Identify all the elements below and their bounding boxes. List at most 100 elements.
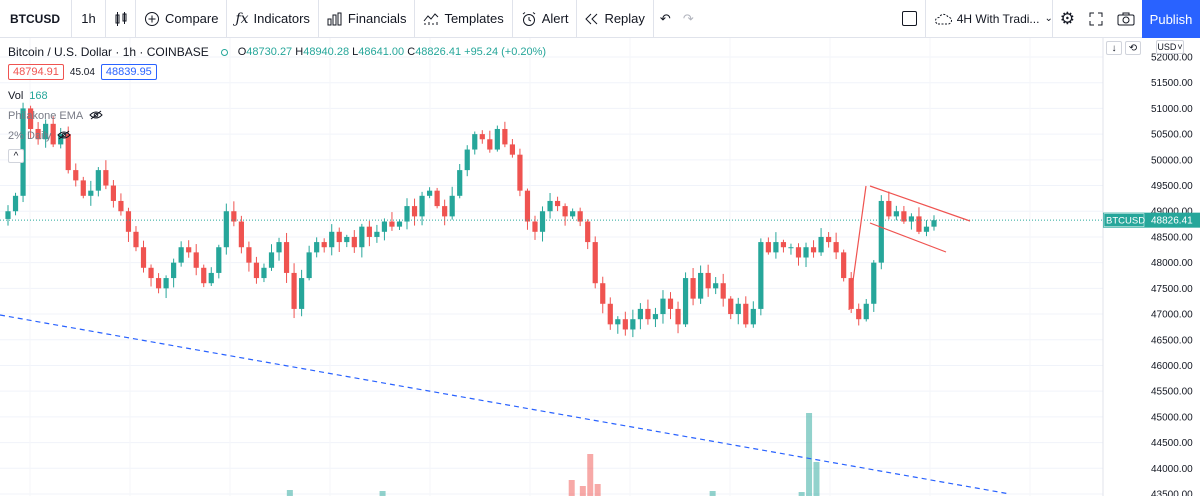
fullscreen-toggle[interactable] <box>894 0 925 38</box>
chart-drawings[interactable] <box>0 185 1011 495</box>
chart-grid <box>0 38 1103 496</box>
expand-icon <box>1089 12 1103 26</box>
templates-icon <box>423 12 439 26</box>
price-tick-label: 46000.00 <box>1151 361 1193 372</box>
scroll-to-latest-button[interactable]: ↓ <box>1106 41 1122 55</box>
candle-up <box>163 278 169 289</box>
candle-down <box>795 247 802 258</box>
eye-hidden-icon[interactable] <box>89 110 103 123</box>
symbol-badge <box>1103 213 1145 227</box>
candle-down <box>140 247 147 268</box>
candle-down <box>246 247 252 263</box>
series-title[interactable]: Bitcoin / U.S. Dollar · 1h · COINBASE <box>8 45 209 59</box>
candle-up <box>419 195 425 217</box>
rewind-icon <box>585 13 599 25</box>
collapse-legend-button[interactable]: ^ <box>8 149 24 163</box>
compare-button[interactable]: Compare <box>136 0 228 38</box>
candle-up <box>931 220 937 227</box>
price-tick-label: 50000.00 <box>1151 155 1193 166</box>
candle-down <box>351 236 357 248</box>
indicator-row-2[interactable]: 2% Daily <box>8 126 546 146</box>
candle-down <box>690 278 696 299</box>
replay-button[interactable]: Replay <box>577 0 654 38</box>
price-tick-label: 49000.00 <box>1151 207 1193 218</box>
redo-button[interactable]: ↷ <box>677 0 700 38</box>
candle-up <box>344 236 350 243</box>
candle-down <box>856 308 862 320</box>
candle-down <box>592 242 598 284</box>
plus-circle-icon <box>144 11 160 27</box>
financials-button[interactable]: Financials <box>319 0 416 38</box>
candle-down <box>253 262 260 279</box>
legend-title-row: Bitcoin / U.S. Dollar · 1h · COINBASE O4… <box>8 42 546 62</box>
snapshot-button[interactable] <box>1110 0 1142 38</box>
buy-price-button[interactable]: 48839.95 <box>100 64 157 80</box>
candle-up <box>374 231 380 237</box>
alert-button[interactable]: Alert <box>513 0 578 38</box>
symbol-search[interactable]: BTCUSD <box>0 0 72 38</box>
candle-up <box>908 216 915 222</box>
layout-menu[interactable]: 4H With Tradi... ⌄ <box>924 0 1053 38</box>
candle-up <box>404 206 410 222</box>
publish-button[interactable]: Publish <box>1142 0 1200 38</box>
chevron-up-icon: ^ <box>13 150 19 162</box>
last-symbol-label: BTCUSD <box>1106 216 1145 227</box>
candle-down <box>517 154 523 191</box>
fullscreen-button[interactable] <box>1082 0 1110 38</box>
candle-up <box>803 247 809 258</box>
candle-up <box>426 190 433 196</box>
sell-price-button[interactable]: 48794.91 <box>8 64 64 80</box>
candle-up <box>276 242 282 253</box>
bid-ask-row: 48794.91 45.04 48839.95 <box>8 62 546 82</box>
indicator-row-1[interactable]: Philakone EMA <box>8 106 546 126</box>
candle-up <box>615 319 621 325</box>
candle-up <box>216 247 222 273</box>
candle-down <box>155 278 162 289</box>
price-tick-label: 43500.00 <box>1151 490 1193 496</box>
price-axis-bg <box>1103 38 1200 496</box>
candle-down <box>186 247 192 253</box>
candle-down <box>321 242 327 248</box>
cloud-icon <box>934 13 952 25</box>
candle-up <box>261 267 267 279</box>
templates-button[interactable]: Templates <box>415 0 513 38</box>
open-key: O <box>237 46 247 58</box>
indicators-label: Indicators <box>253 11 310 26</box>
candle-down <box>577 211 583 222</box>
candle-down <box>509 144 516 155</box>
candle-down <box>841 252 847 279</box>
settings-button[interactable]: ⚙ <box>1053 0 1082 38</box>
candle-down <box>118 200 124 212</box>
candle-up <box>208 272 214 284</box>
volume-bar <box>806 413 813 496</box>
candle-up <box>773 242 779 253</box>
eye-hidden-icon[interactable] <box>57 130 72 143</box>
candle-down <box>886 200 892 217</box>
close-key: C <box>407 46 416 58</box>
indicators-button[interactable]: ƒx Indicators <box>227 0 319 38</box>
high-key: H <box>295 46 304 58</box>
candle-up <box>652 314 659 320</box>
volume-bar <box>813 462 820 496</box>
candle-down <box>600 283 606 304</box>
candle-down <box>675 308 681 325</box>
refresh-icon: ⟲ <box>1128 42 1138 54</box>
chart-type-button[interactable] <box>106 0 136 38</box>
currency-selector[interactable]: USD ˅ <box>1156 40 1184 54</box>
bar-chart-icon <box>327 12 343 26</box>
price-tick-label: 45500.00 <box>1151 387 1193 398</box>
financials-label: Financials <box>347 11 407 26</box>
candle-down <box>667 298 674 309</box>
candle-up <box>359 226 365 248</box>
volume-bars <box>286 413 820 496</box>
candle-down <box>411 206 418 217</box>
price-tick-label: 45000.00 <box>1151 412 1193 423</box>
price-axis[interactable]: 52000.00 51500.00 51000.00 50500.00 50000.00… <box>1103 53 1200 496</box>
price-chart[interactable]: 52000.00 51500.00 51000.00 50500.00 50000.00… <box>0 38 1200 496</box>
interval-button[interactable]: 1h <box>72 0 106 38</box>
reset-scale-button[interactable]: ⟲ <box>1125 41 1141 55</box>
candle-up <box>223 211 229 248</box>
undo-button[interactable]: ↶ <box>654 0 677 38</box>
candle-up <box>878 200 884 263</box>
volume-bar <box>568 480 575 496</box>
